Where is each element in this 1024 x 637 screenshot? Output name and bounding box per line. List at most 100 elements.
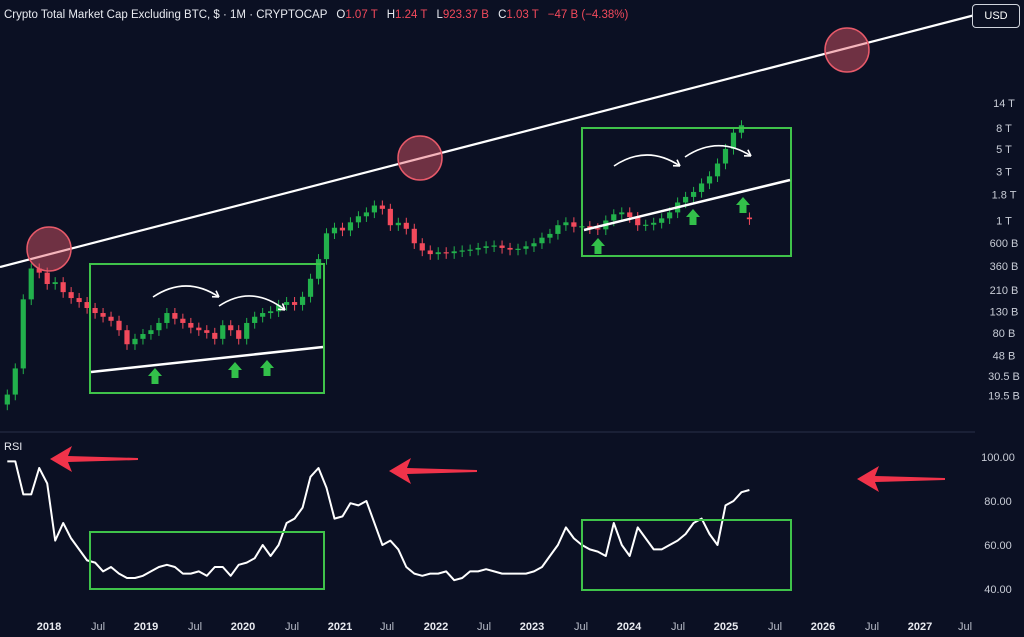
candle-body: [403, 222, 409, 229]
candle-body: [268, 311, 274, 314]
rsi-layer: [7, 446, 945, 591]
candle-body: [355, 216, 362, 223]
price-tick-label: 14 T: [993, 98, 1015, 110]
candle-body: [698, 183, 705, 192]
price-tick-label: 8 T: [996, 123, 1012, 135]
time-tick-label: 2018: [37, 621, 61, 633]
low-label: L: [436, 9, 443, 21]
price-tick-label: 360 B: [990, 261, 1019, 273]
candle-body: [547, 233, 553, 238]
candle-body: [204, 330, 210, 333]
price-tick-label: 48 B: [993, 351, 1016, 363]
candle-body: [387, 208, 393, 226]
low-value: 923.37 B: [442, 9, 489, 21]
time-tick-label: 2021: [328, 621, 352, 633]
open-label: O: [336, 9, 346, 21]
support-up-arrow: [686, 209, 700, 225]
candle-body: [339, 227, 346, 231]
candle-body: [619, 212, 625, 215]
candle-body: [196, 327, 202, 331]
candle-body: [643, 224, 649, 226]
candle-body: [379, 205, 385, 209]
candle-body: [4, 394, 10, 405]
candle-body: [659, 218, 665, 223]
candle-body: [28, 268, 34, 300]
overbought-warning-arrow: [50, 446, 138, 472]
candle-body: [467, 249, 473, 251]
cycle-arrow-head: [277, 303, 286, 311]
resistance-trendline: [0, 13, 976, 269]
time-tick-label: 2023: [520, 621, 544, 633]
candle-body: [212, 332, 218, 339]
candle-body: [595, 228, 601, 230]
price-tick-label: 30.5 B: [988, 371, 1020, 383]
price-tick-label: 19.5 B: [988, 391, 1020, 403]
candle-body: [714, 163, 721, 177]
candle-body: [587, 226, 593, 229]
high-label: H: [386, 9, 396, 21]
candle-body: [611, 214, 617, 221]
candle-body: [92, 307, 98, 314]
annotations-layer: [0, 13, 976, 394]
candle-body: [20, 299, 26, 369]
price-tick-label: 5 T: [996, 144, 1012, 156]
candle-body: [260, 313, 266, 317]
candle-body: [507, 247, 513, 250]
candle-body: [244, 322, 250, 339]
candle-body: [307, 278, 314, 297]
candle-body: [363, 212, 369, 217]
candle-body: [722, 148, 729, 164]
price-tick-label: 210 B: [990, 285, 1019, 297]
open-value: 1.07 T: [345, 9, 378, 21]
candle-body: [483, 246, 489, 248]
cycle-arrow-head: [743, 149, 752, 157]
time-tick-label: 2020: [231, 621, 255, 633]
candle-body: [523, 246, 529, 249]
candle-body: [371, 205, 377, 213]
cycle-arrow-head: [672, 159, 681, 167]
rsi-label: RSI: [4, 441, 23, 453]
candle-body: [76, 298, 82, 303]
support-line-2024: [583, 178, 791, 232]
candle-body: [148, 330, 154, 335]
candle-body: [228, 325, 234, 331]
rsi-tick-label: 100.00: [981, 452, 1015, 464]
time-tick-label: 2025: [714, 621, 738, 633]
candle-body: [419, 243, 425, 251]
candle-body: [635, 217, 641, 226]
time-tick-label: 2019: [134, 621, 158, 633]
currency-button[interactable]: USD: [972, 4, 1020, 28]
accumulation-box-2024: [581, 127, 792, 257]
support-up-arrow: [736, 197, 750, 213]
candle-body: [459, 250, 465, 252]
candle-body: [411, 228, 417, 244]
price-tick-label: 130 B: [990, 306, 1019, 318]
time-tick-label: Jul: [671, 621, 685, 633]
candle-body: [427, 250, 433, 255]
rsi-box-2024: [581, 519, 792, 591]
candle-body: [746, 217, 753, 220]
time-tick-label: Jul: [285, 621, 299, 633]
candle-body: [730, 132, 737, 149]
support-up-arrow: [591, 238, 605, 254]
candle-body: [443, 252, 449, 254]
time-tick-label: Jul: [958, 621, 972, 633]
candle-body: [499, 245, 505, 248]
rsi-axis: 100.00 80.00 60.00 40.00: [981, 452, 1015, 596]
candle-body: [395, 222, 401, 226]
time-tick-label: Jul: [574, 621, 588, 633]
support-up-arrow: [260, 360, 274, 376]
candle-body: [188, 322, 194, 328]
candle-body: [531, 243, 537, 247]
candle-body: [315, 259, 322, 279]
rsi-tick-label: 40.00: [984, 584, 1012, 596]
candle-body: [140, 334, 146, 339]
candle-body: [555, 225, 561, 234]
candle-body: [68, 292, 74, 299]
cycle-arrow: [613, 154, 681, 167]
candle-body: [252, 316, 258, 323]
cycle-arrow: [684, 145, 752, 158]
candle-body: [690, 191, 697, 197]
